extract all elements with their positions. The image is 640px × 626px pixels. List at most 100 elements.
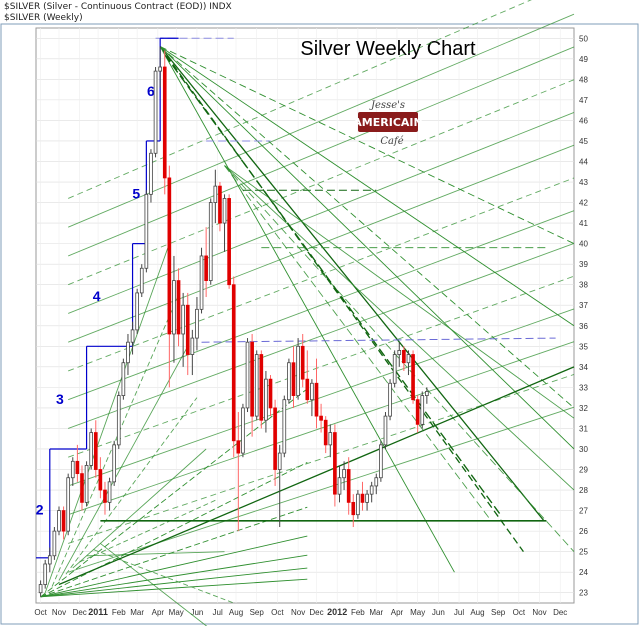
y-tick-label: 40 [579, 240, 588, 249]
trend-line [93, 549, 234, 604]
candle-body [305, 378, 310, 401]
candle-down [273, 399, 277, 486]
candle-up [241, 403, 245, 458]
candle-body [365, 493, 369, 503]
y-tick-label: 31 [579, 424, 588, 433]
trend-line [68, 177, 575, 372]
candle-body [314, 382, 319, 417]
x-tick-label: Jul [454, 608, 464, 617]
candle-body [356, 493, 360, 516]
candle-body [103, 489, 107, 503]
candle-body [222, 198, 227, 224]
candle-body [167, 177, 172, 335]
candle-body [107, 481, 112, 503]
candle-body [245, 341, 250, 409]
candle-body [190, 337, 195, 355]
candle-down [231, 276, 236, 458]
y-tick-label: 47 [579, 96, 588, 105]
candle-body [98, 469, 103, 491]
candle-up [254, 350, 259, 421]
candle-body [66, 477, 71, 532]
candle-down [103, 481, 107, 515]
candle-up [296, 338, 300, 400]
candle-body [310, 382, 314, 401]
y-tick-label: 42 [579, 199, 588, 208]
trend-line [40, 388, 308, 598]
candle-body [116, 395, 121, 446]
candle-down [80, 465, 84, 511]
candle-down [360, 481, 365, 511]
plot-area [35, 27, 575, 604]
candle-up [190, 329, 195, 376]
candle-body [374, 477, 379, 487]
y-tick-label: 49 [579, 55, 588, 64]
candle-down [93, 420, 98, 478]
trend-line [79, 499, 216, 563]
candle-up [172, 255, 176, 363]
candle-up [397, 342, 402, 367]
trend-line [68, 46, 575, 257]
candle-body [241, 407, 245, 454]
candle-down [227, 194, 231, 289]
y-tick-label: 43 [579, 178, 588, 187]
y-tick-label: 28 [579, 486, 588, 495]
candle-down [61, 506, 66, 540]
candle-body [204, 255, 208, 281]
candle-up [379, 440, 383, 482]
candle-up [121, 358, 126, 400]
x-tick-label: Dec [73, 608, 87, 617]
trend-line [224, 165, 492, 522]
candle-body [383, 415, 388, 446]
candle-down [319, 403, 323, 433]
y-tick-label: 26 [579, 527, 588, 536]
x-tick-label: Feb [351, 608, 365, 617]
y-tick-label: 36 [579, 322, 588, 331]
candle-up [392, 350, 397, 388]
candle-up [112, 440, 116, 486]
y-tick-label: 45 [579, 137, 588, 146]
candle-body [296, 345, 300, 396]
candle-body [291, 362, 296, 396]
x-tick-label: Mar [369, 608, 383, 617]
candle-body [43, 563, 48, 585]
candle-body [47, 555, 52, 565]
candle-body [319, 415, 323, 421]
candle-body [328, 432, 333, 446]
candle-down [305, 350, 310, 404]
candle-body [93, 432, 98, 470]
wave-label: 2 [36, 502, 44, 518]
y-tick-label: 48 [579, 75, 588, 84]
candle-body [420, 395, 425, 425]
candle-up [116, 391, 121, 449]
y-tick-label: 35 [579, 342, 588, 351]
candle-up [84, 461, 89, 507]
candle-up [425, 387, 429, 404]
y-tick-label: 30 [579, 445, 588, 454]
candle-up [70, 457, 75, 486]
candle-body [397, 350, 402, 355]
candle-body [388, 382, 392, 417]
candle-body [231, 284, 236, 442]
candle-down [351, 494, 356, 528]
candle-down [411, 350, 415, 404]
candle-body [300, 345, 305, 380]
wave-label: 4 [93, 288, 101, 304]
candle-body [402, 350, 406, 364]
candle-down [402, 346, 406, 371]
trend-line [159, 46, 455, 573]
candle-up [208, 198, 213, 285]
candle-up [158, 46, 162, 88]
candle-body [61, 510, 66, 532]
candle-down [185, 292, 190, 376]
candle-up [374, 473, 379, 495]
candle-down [346, 457, 351, 515]
trend-line [40, 506, 308, 598]
y-tick-label: 34 [579, 363, 588, 372]
candle-body [337, 477, 342, 495]
candle-body [415, 399, 420, 425]
trend-line [164, 54, 501, 516]
trend-line [40, 535, 308, 598]
y-tick-label: 23 [579, 589, 588, 598]
candle-up [144, 190, 149, 273]
